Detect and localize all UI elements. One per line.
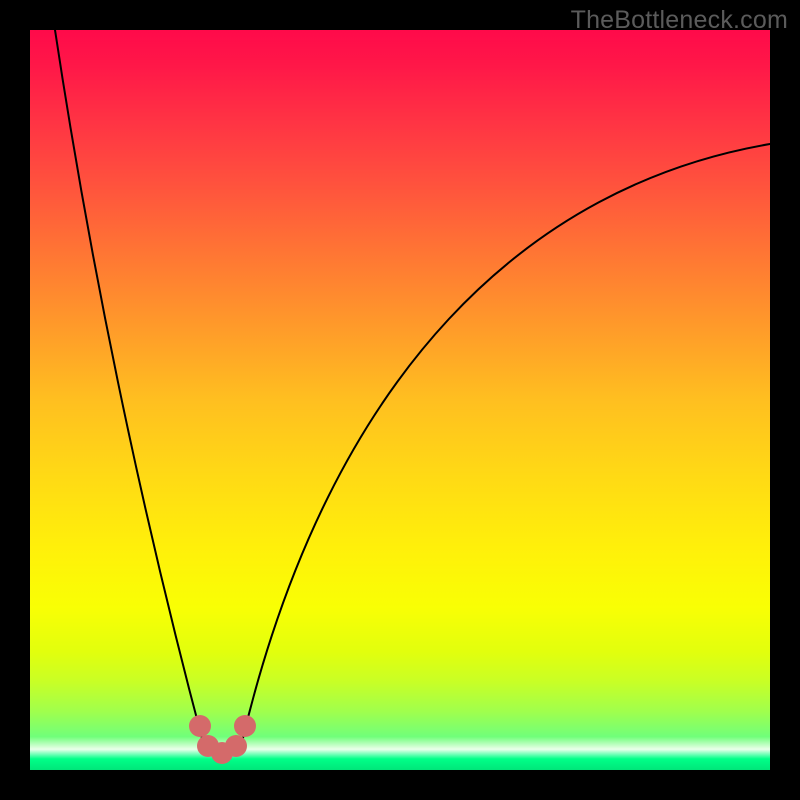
plot-area bbox=[30, 30, 770, 770]
valley-marker bbox=[234, 715, 256, 737]
chart-svg bbox=[30, 30, 770, 770]
figure-frame: TheBottleneck.com bbox=[0, 0, 800, 800]
valley-marker bbox=[189, 715, 211, 737]
gradient-background bbox=[30, 30, 770, 770]
valley-marker bbox=[225, 735, 247, 757]
